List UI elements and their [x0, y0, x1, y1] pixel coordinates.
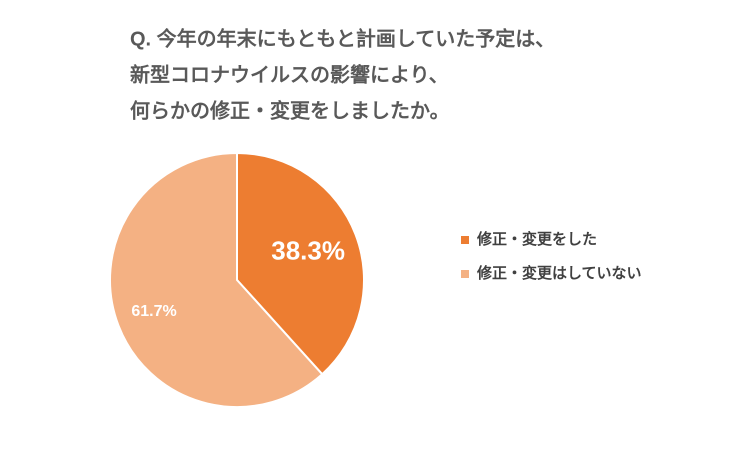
pie-slice — [109, 151, 324, 408]
legend-swatch — [461, 270, 469, 278]
data-label: 38.3% — [271, 235, 345, 265]
legend-label: 修正・変更はしていない — [476, 264, 642, 282]
chart-title: 何らかの修正・変更をしましたか。 — [130, 98, 450, 122]
chart-title: Q. 今年の年末にもともと計画していた予定は、 — [130, 26, 555, 50]
legend-swatch — [461, 236, 469, 244]
data-label: 61.7% — [131, 303, 176, 320]
chart-title: 新型コロナウイルスの影響により、 — [130, 62, 449, 86]
legend-label: 修正・変更をした — [476, 230, 597, 248]
pie-slice — [236, 151, 365, 376]
